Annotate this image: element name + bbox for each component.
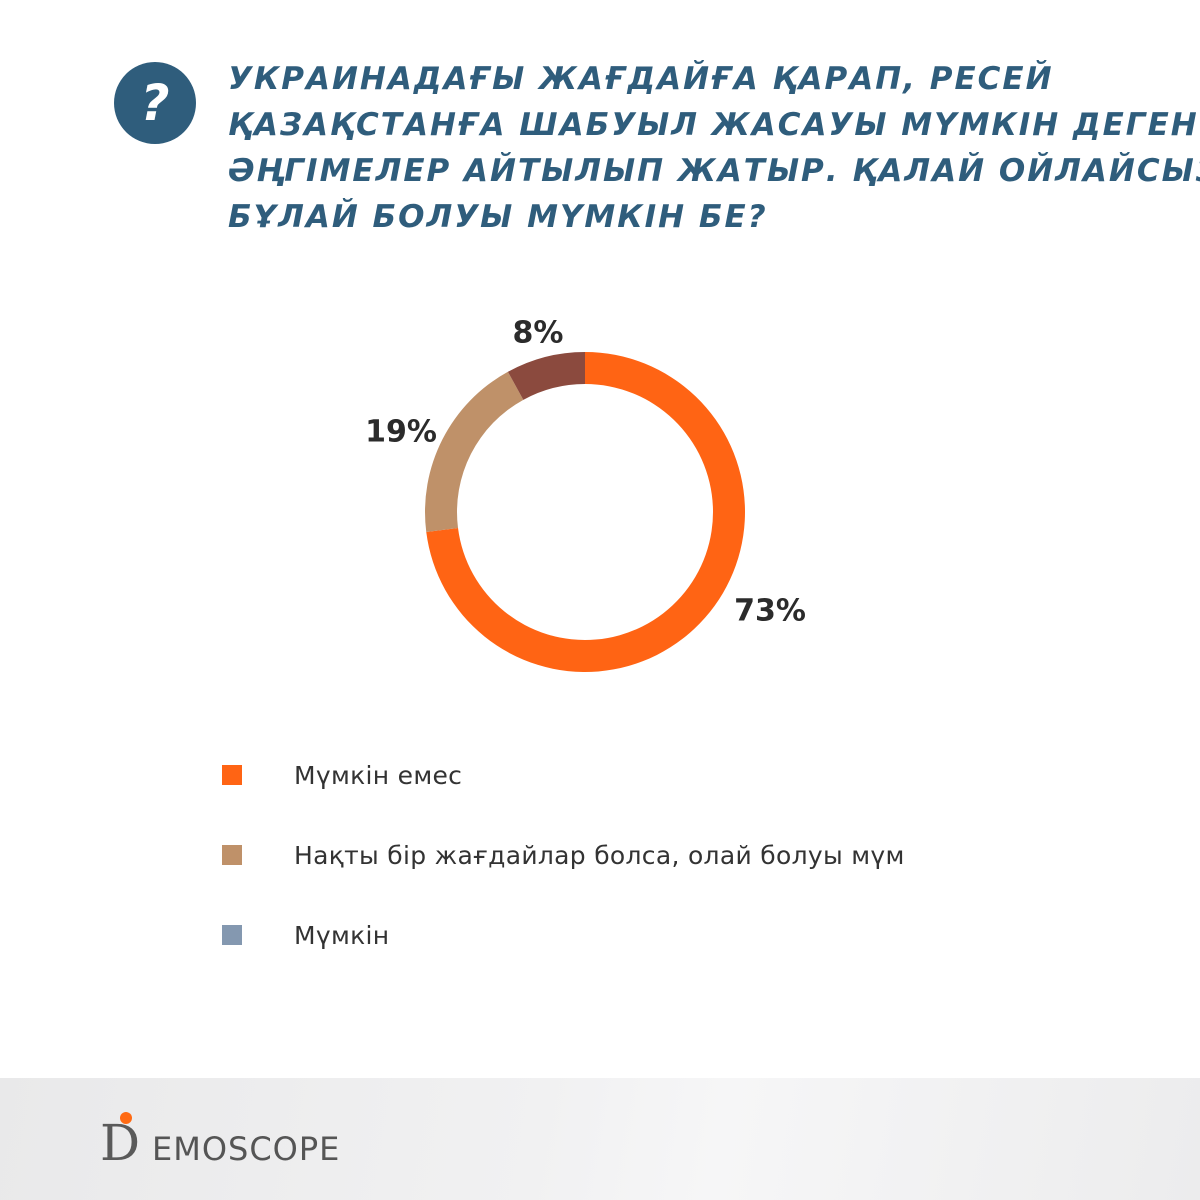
donut-slice [425,371,524,533]
chart-legend: Мүмкін емес Нақты бір жағдайлар болса, о… [222,755,905,995]
legend-swatch [222,765,242,785]
title-line-4: БҰЛАЙ БОЛУЫ МҮМКІН БЕ? [228,199,768,235]
title-line-3: ӘҢГІМЕЛЕР АЙТЫЛЫП ЖАТЫР. ҚАЛАЙ ОЙЛАЙСЫЗ, [228,153,1200,189]
legend-label: Нақты бір жағдайлар болса, олай болуы мү… [294,840,905,870]
legend-label: Мүмкін емес [294,760,463,790]
question-badge: ? [114,62,196,144]
title-line-1: УКРАИНАДАҒЫ ЖАҒДАЙҒА ҚАРАП, РЕСЕЙ [228,61,1054,97]
chart-title: УКРАИНАДАҒЫ ЖАҒДАЙҒА ҚАРАП, РЕСЕЙ ҚАЗАҚС… [228,56,1200,240]
logo-letter: D [100,1114,141,1172]
question-mark-icon: ? [140,74,170,132]
demoscope-logo: D EMOSCOPE [100,1110,340,1170]
logo-text: EMOSCOPE [152,1130,341,1168]
title-line-2: ҚАЗАҚСТАНҒА ШАБУЫЛ ЖАСАУЫ МҮМКІН ДЕГЕН [228,107,1199,143]
legend-label: Мүмкін [294,920,390,950]
footer-band [0,1078,1200,1200]
legend-swatch [222,845,242,865]
legend-item: Мүмкін емес [222,755,905,795]
legend-item: Нақты бір жағдайлар болса, олай болуы мү… [222,835,905,875]
slice-data-label: 73% [734,594,806,629]
slice-data-label: 8% [513,316,564,351]
donut-slice [507,352,585,400]
logo-mark: D [100,1112,148,1170]
legend-item: Мүмкін [222,915,905,955]
legend-swatch [222,925,242,945]
slice-data-label: 19% [365,415,437,450]
logo-dot-icon [120,1112,132,1124]
